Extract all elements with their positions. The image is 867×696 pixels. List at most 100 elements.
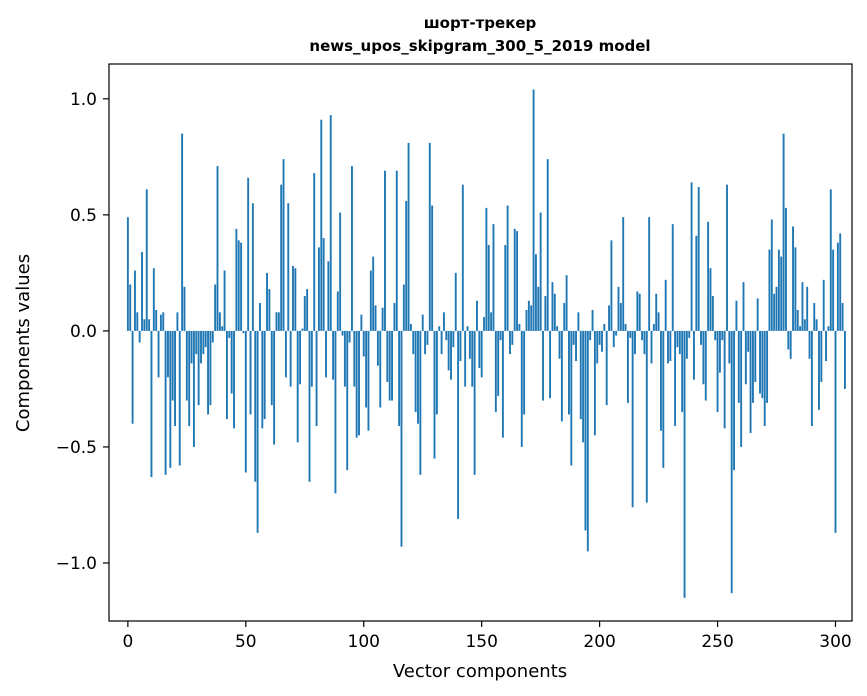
bar — [431, 205, 434, 331]
bar — [516, 231, 519, 331]
bar — [409, 323, 412, 331]
bar — [433, 330, 436, 459]
bar — [813, 303, 816, 331]
bar — [152, 268, 155, 331]
bar — [733, 330, 736, 471]
bar — [313, 173, 316, 331]
bar — [251, 203, 254, 331]
bar — [303, 296, 306, 331]
x-axis-label: Vector components — [393, 661, 567, 682]
bar — [292, 265, 294, 331]
bar — [277, 312, 280, 331]
bar — [181, 133, 184, 331]
bar — [685, 330, 688, 359]
x-tick-label: 250 — [701, 632, 733, 652]
bar — [211, 330, 214, 343]
bar — [379, 330, 382, 408]
bar — [299, 330, 301, 385]
bar — [275, 312, 278, 331]
bar — [183, 286, 186, 331]
y-axis-label: Components values — [13, 254, 34, 432]
bar — [287, 203, 290, 331]
bar — [608, 305, 610, 331]
bar — [381, 307, 384, 331]
bar — [643, 330, 646, 355]
bar — [749, 330, 752, 434]
bar — [534, 254, 537, 331]
bar — [549, 330, 552, 399]
bar — [138, 330, 141, 343]
bar — [740, 330, 743, 447]
bar — [768, 249, 771, 331]
bar — [223, 270, 226, 331]
bar — [358, 330, 360, 436]
bar — [822, 279, 825, 331]
bar — [164, 330, 167, 475]
bar — [636, 291, 639, 331]
bar — [407, 142, 410, 331]
bar — [570, 330, 573, 466]
bar — [579, 330, 582, 420]
bar — [214, 284, 217, 331]
bar — [839, 233, 842, 331]
bar — [688, 330, 691, 338]
bar — [770, 219, 773, 331]
bar — [391, 330, 393, 401]
bar — [511, 330, 514, 345]
bar — [518, 323, 521, 331]
bar — [233, 330, 235, 429]
bar — [336, 291, 339, 331]
bar — [841, 303, 844, 331]
bar — [556, 326, 559, 331]
bar — [282, 159, 285, 331]
y-axis: −1.0 −0.5 0.0 0.5 1.0 — [56, 90, 109, 574]
bar — [261, 330, 264, 429]
bar — [735, 300, 738, 331]
bar — [221, 326, 224, 331]
bar — [157, 330, 160, 378]
bar — [296, 330, 299, 443]
bar — [728, 330, 731, 364]
bar — [551, 282, 554, 331]
bar — [601, 330, 603, 352]
bar — [242, 330, 245, 334]
bar — [490, 312, 493, 331]
bar — [664, 279, 667, 331]
bar — [284, 330, 287, 378]
bar — [398, 330, 401, 427]
y-tick-label: 1.0 — [70, 90, 97, 110]
bar — [834, 330, 837, 533]
bar — [197, 330, 200, 406]
bar — [593, 330, 596, 436]
bar — [315, 330, 318, 427]
bar — [645, 330, 648, 503]
bar — [671, 224, 674, 331]
bar — [386, 330, 389, 382]
bar — [478, 330, 481, 369]
bar — [450, 330, 452, 380]
bar — [626, 330, 629, 403]
bar — [346, 330, 349, 471]
bar — [742, 282, 745, 331]
bar — [365, 330, 368, 408]
bar — [652, 323, 655, 331]
bar — [648, 217, 651, 331]
bar-series — [126, 89, 846, 598]
bar — [747, 330, 750, 352]
x-axis: 0 50 100 150 200 250 300 — [122, 621, 852, 652]
bar — [777, 249, 780, 331]
bar — [348, 330, 351, 343]
x-tick-label: 0 — [122, 632, 133, 652]
bar — [438, 326, 441, 331]
bar — [412, 330, 415, 355]
bar — [506, 205, 509, 331]
bar — [428, 142, 431, 331]
bar — [207, 330, 210, 415]
bar — [200, 330, 202, 364]
bar — [763, 330, 766, 427]
bar — [167, 330, 169, 378]
bar — [669, 330, 672, 362]
bar — [254, 330, 257, 482]
bar — [228, 330, 231, 338]
bar — [624, 323, 627, 331]
